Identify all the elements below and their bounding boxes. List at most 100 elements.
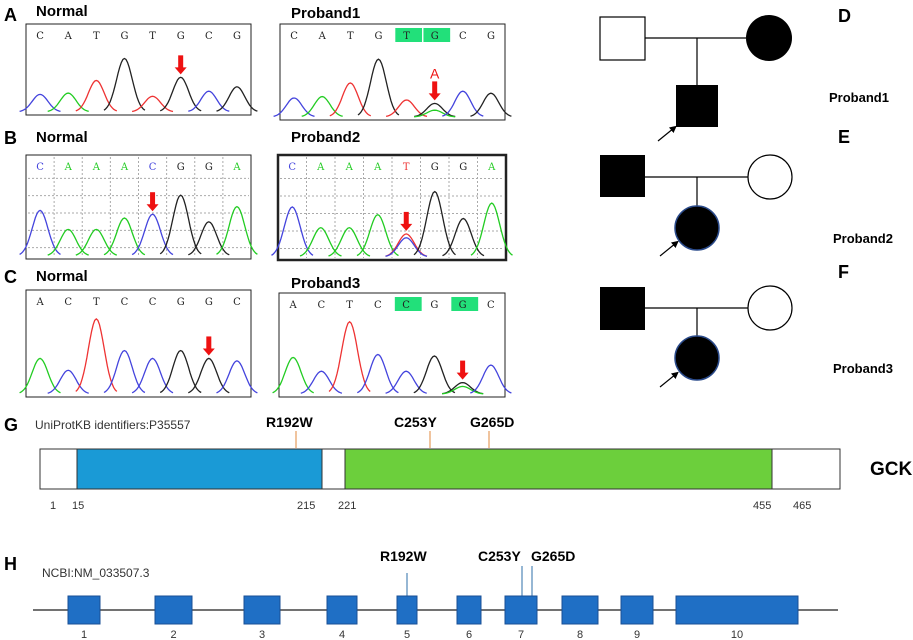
trace-peak xyxy=(159,194,202,255)
base-call: C xyxy=(402,300,410,311)
proband-arrow-icon xyxy=(659,240,679,257)
base-call: C xyxy=(64,297,72,308)
protein-domain-map: G UniProtKB identifiers:P35557 R192W C25… xyxy=(4,414,913,512)
exon-2 xyxy=(154,595,193,625)
trace-peak xyxy=(75,318,118,392)
trace-peak xyxy=(300,370,343,394)
trace-peak xyxy=(216,360,258,394)
base-highlight xyxy=(423,28,451,42)
base-call: T xyxy=(403,31,410,42)
exon-1 xyxy=(67,595,101,625)
exon-8 xyxy=(561,595,599,625)
title-proband3: Proband3 xyxy=(291,275,360,292)
base-call: C xyxy=(36,31,44,42)
proband-arrow-icon xyxy=(657,125,677,142)
base-call: G xyxy=(233,31,241,42)
chromatogram-proband1: C A T G T G C G A xyxy=(273,23,512,121)
exon-7 xyxy=(504,595,538,625)
trace-peak xyxy=(272,356,314,394)
title-proband1: Proband1 xyxy=(291,5,360,22)
exon-number: 10 xyxy=(731,629,743,640)
base-call: C xyxy=(290,31,298,42)
mother-unaffected xyxy=(747,285,793,331)
trace-peak xyxy=(414,102,456,118)
mutation-arrow-icon xyxy=(146,204,159,212)
trace-peak xyxy=(357,58,400,116)
mother-affected xyxy=(746,15,792,61)
trace-peak xyxy=(131,213,174,256)
exon-number: 8 xyxy=(577,629,583,640)
base-call: G xyxy=(431,162,439,173)
exon-number: 1 xyxy=(81,629,87,640)
position-label: 15 xyxy=(72,500,84,512)
trace-peak xyxy=(47,92,89,113)
domain-1 xyxy=(76,448,323,490)
trace-peak xyxy=(385,99,428,118)
exon-10 xyxy=(675,595,799,625)
base-call: A xyxy=(232,162,241,173)
trace-peak xyxy=(19,209,61,255)
trace-peak xyxy=(75,79,118,112)
panel-label-c: C xyxy=(4,267,17,287)
proband2-label: Proband2 xyxy=(833,231,893,246)
trace-peak xyxy=(19,357,61,394)
base-call: G xyxy=(431,31,439,42)
chromatogram-frame xyxy=(25,289,252,398)
base-call: A xyxy=(316,162,325,173)
trace-peak xyxy=(103,57,146,111)
base-call: A xyxy=(318,31,327,42)
proband3-label: Proband3 xyxy=(833,361,893,376)
title-normal-b: Normal xyxy=(36,129,88,146)
father-affected xyxy=(600,287,645,330)
panel-label-h: H xyxy=(4,554,17,574)
base-call: A xyxy=(120,162,129,173)
base-call: G xyxy=(487,31,495,42)
exon-number: 5 xyxy=(404,629,410,640)
base-call: A xyxy=(289,300,298,311)
position-label: 1 xyxy=(50,500,56,512)
base-highlight xyxy=(394,297,422,311)
trace-peak xyxy=(385,237,428,257)
pedigree-f: F Proband3 xyxy=(600,262,893,388)
exon-3 xyxy=(243,595,281,625)
mutation-arrow-icon xyxy=(432,81,438,95)
exon-6 xyxy=(456,595,482,625)
exon-4 xyxy=(326,595,358,625)
base-call: G xyxy=(120,31,128,42)
base-call: G xyxy=(177,31,185,42)
base-call: G xyxy=(459,162,467,173)
proband1-label: Proband1 xyxy=(829,90,889,105)
mutation-label-c253y: C253Y xyxy=(394,414,437,430)
mutation-arrow-icon xyxy=(428,93,441,101)
title-normal-a: Normal xyxy=(36,3,88,20)
panel-label-a: A xyxy=(4,5,17,25)
trace-peak xyxy=(470,364,512,394)
base-call: A xyxy=(64,162,73,173)
base-call: C xyxy=(149,162,157,173)
trace-peak xyxy=(413,355,456,394)
mutation-label-g265d: G265D xyxy=(470,414,514,430)
base-call: C xyxy=(205,31,213,42)
base-highlight xyxy=(395,28,423,42)
exon-number: 6 xyxy=(466,629,472,640)
trace-peak xyxy=(299,227,342,257)
panel-label-b: B xyxy=(4,128,17,148)
mutant-base-label: A xyxy=(430,65,440,81)
trace-peak xyxy=(414,109,456,118)
base-call: A xyxy=(487,162,496,173)
base-call: C xyxy=(459,31,467,42)
base-call: C xyxy=(374,300,382,311)
title-normal-c: Normal xyxy=(36,268,88,285)
trace-peak xyxy=(159,76,202,112)
trace-peak xyxy=(442,90,484,117)
base-call: C xyxy=(233,297,241,308)
trace-peak xyxy=(356,353,399,394)
position-label: 455 xyxy=(753,500,771,512)
title-proband2: Proband2 xyxy=(291,129,360,146)
mutation-arrow-icon xyxy=(400,223,413,231)
panel-label-e: E xyxy=(838,127,850,147)
exon-5 xyxy=(396,595,418,625)
